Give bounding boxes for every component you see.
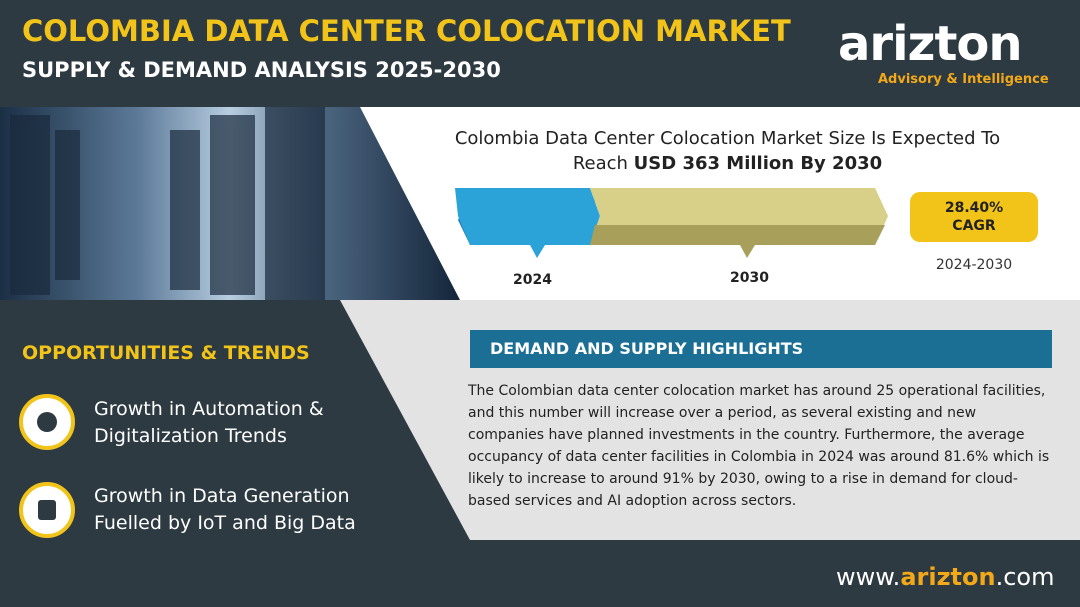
title: COLOMBIA DATA CENTER COLOCATION MARKET: [22, 14, 791, 48]
website-brand: arizton: [900, 563, 996, 591]
website-suffix: .com: [995, 563, 1055, 591]
cagr-box: 28.40% CAGR: [910, 199, 1038, 235]
highlights-title: DEMAND AND SUPPLY HIGHLIGHTS: [490, 339, 804, 358]
subtitle: SUPPLY & DEMAND ANALYSIS 2025-2030: [22, 58, 501, 82]
headline: Colombia Data Center Colocation Market S…: [450, 126, 1005, 176]
end-year: 2030: [730, 270, 769, 286]
highlights-body: The Colombian data center colocation mar…: [468, 383, 1050, 509]
headline-text: Colombia Data Center Colocation Market S…: [454, 128, 1001, 174]
tagline: Advisory & Intelligence: [878, 72, 1049, 87]
website-prefix: www.: [836, 563, 901, 591]
cagr-label: CAGR: [952, 218, 996, 234]
headline-bold: USD 363 Million By 2030: [633, 153, 883, 174]
cagr-period: 2024-2030: [935, 257, 1013, 273]
opportunity-item: Growth in Data Generation Fuelled by IoT…: [94, 485, 356, 534]
start-year: 2024: [513, 272, 552, 288]
logo: arizton: [838, 16, 1023, 72]
website: www.arizton.com: [836, 563, 1054, 591]
opportunities-title: OPPORTUNITIES & TRENDS: [22, 342, 310, 364]
opportunity-item: Growth in Automation & Digitalization Tr…: [94, 398, 324, 447]
cagr-value: 28.40%: [944, 200, 1004, 216]
